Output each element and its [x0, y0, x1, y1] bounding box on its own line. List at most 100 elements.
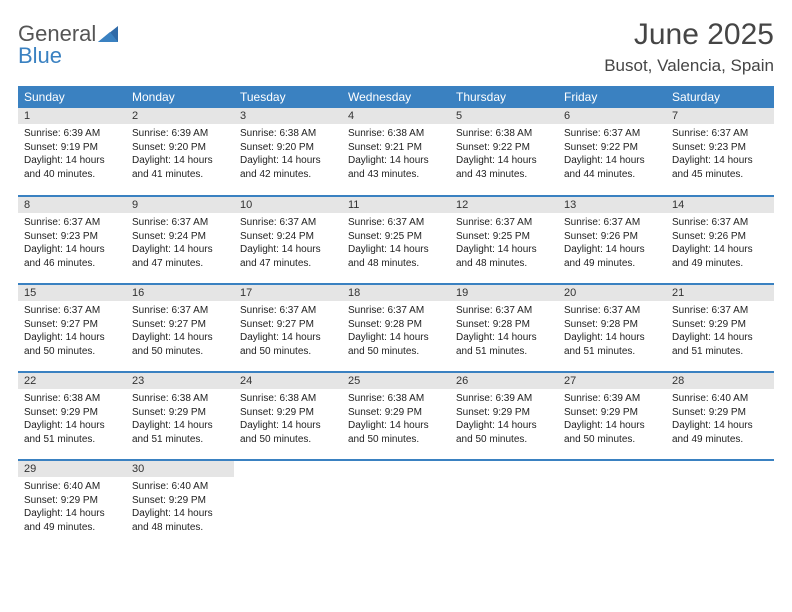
day-details: Sunrise: 6:40 AMSunset: 9:29 PMDaylight:…: [126, 477, 234, 538]
sunrise-line: Sunrise: 6:40 AM: [24, 480, 120, 494]
calendar-day-cell: [450, 460, 558, 548]
sunrise-line: Sunrise: 6:40 AM: [132, 480, 228, 494]
sunset-line: Sunset: 9:25 PM: [348, 230, 444, 244]
calendar-day-cell: [666, 460, 774, 548]
calendar-day-cell: 4Sunrise: 6:38 AMSunset: 9:21 PMDaylight…: [342, 108, 450, 196]
day-details: Sunrise: 6:37 AMSunset: 9:28 PMDaylight:…: [558, 301, 666, 362]
day-number: 20: [558, 285, 666, 301]
sunrise-line: Sunrise: 6:39 AM: [24, 127, 120, 141]
day-number: 7: [666, 108, 774, 124]
daylight-line: Daylight: 14 hours and 51 minutes.: [564, 331, 660, 358]
daylight-line: Daylight: 14 hours and 51 minutes.: [456, 331, 552, 358]
sunset-line: Sunset: 9:29 PM: [672, 318, 768, 332]
calendar-day-cell: 21Sunrise: 6:37 AMSunset: 9:29 PMDayligh…: [666, 284, 774, 372]
day-number: 14: [666, 197, 774, 213]
weekday-header: Thursday: [450, 86, 558, 108]
sunrise-line: Sunrise: 6:37 AM: [672, 127, 768, 141]
calendar-day-cell: 17Sunrise: 6:37 AMSunset: 9:27 PMDayligh…: [234, 284, 342, 372]
calendar-day-cell: 23Sunrise: 6:38 AMSunset: 9:29 PMDayligh…: [126, 372, 234, 460]
sunrise-line: Sunrise: 6:37 AM: [240, 216, 336, 230]
sunrise-line: Sunrise: 6:38 AM: [240, 127, 336, 141]
daylight-line: Daylight: 14 hours and 43 minutes.: [348, 154, 444, 181]
daylight-line: Daylight: 14 hours and 49 minutes.: [24, 507, 120, 534]
calendar-day-cell: 19Sunrise: 6:37 AMSunset: 9:28 PMDayligh…: [450, 284, 558, 372]
sunset-line: Sunset: 9:29 PM: [456, 406, 552, 420]
calendar-day-cell: 11 Sunrise: 6:37 AMSunset: 9:25 PMDayligh…: [342, 196, 450, 284]
sunset-line: Sunset: 9:23 PM: [672, 141, 768, 155]
calendar-week-row: 8Sunrise: 6:37 AMSunset: 9:23 PMDaylight…: [18, 196, 774, 284]
sunrise-line: Sunrise: 6:37 AM: [24, 304, 120, 318]
sunrise-line: Sunrise: 6:39 AM: [456, 392, 552, 406]
day-number: 11: [342, 197, 450, 213]
day-details: Sunrise: 6:39 AMSunset: 9:29 PMDaylight:…: [450, 389, 558, 450]
sunrise-line: Sunrise: 6:37 AM: [132, 304, 228, 318]
calendar-day-cell: [342, 460, 450, 548]
day-number: 16: [126, 285, 234, 301]
day-details: Sunrise: 6:40 AMSunset: 9:29 PMDaylight:…: [666, 389, 774, 450]
day-number: 22: [18, 373, 126, 389]
logo-text-blue: Blue: [18, 43, 62, 68]
daylight-line: Daylight: 14 hours and 49 minutes.: [564, 243, 660, 270]
day-number: 6: [558, 108, 666, 124]
day-number: 23: [126, 373, 234, 389]
daylight-line: Daylight: 14 hours and 43 minutes.: [456, 154, 552, 181]
sunset-line: Sunset: 9:22 PM: [564, 141, 660, 155]
title-block: June 2025 Busot, Valencia, Spain: [604, 18, 774, 76]
sunrise-line: Sunrise: 6:37 AM: [456, 304, 552, 318]
sunset-line: Sunset: 9:27 PM: [240, 318, 336, 332]
sunset-line: Sunset: 9:21 PM: [348, 141, 444, 155]
sunrise-line: Sunrise: 6:39 AM: [132, 127, 228, 141]
daylight-line: Daylight: 14 hours and 45 minutes.: [672, 154, 768, 181]
day-number: 19: [450, 285, 558, 301]
daylight-line: Daylight: 14 hours and 50 minutes.: [132, 331, 228, 358]
sunset-line: Sunset: 9:29 PM: [132, 406, 228, 420]
calendar-day-cell: 6Sunrise: 6:37 AMSunset: 9:22 PMDaylight…: [558, 108, 666, 196]
sunrise-line: Sunrise: 6:38 AM: [348, 392, 444, 406]
day-number: 9: [126, 197, 234, 213]
sunset-line: Sunset: 9:26 PM: [672, 230, 768, 244]
sunset-line: Sunset: 9:28 PM: [348, 318, 444, 332]
day-number: 30: [126, 461, 234, 477]
daylight-line: Daylight: 14 hours and 49 minutes.: [672, 243, 768, 270]
day-details: Sunrise: 6:37 AMSunset: 9:22 PMDaylight:…: [558, 124, 666, 185]
calendar-week-row: 1Sunrise: 6:39 AMSunset: 9:19 PMDaylight…: [18, 108, 774, 196]
sunset-line: Sunset: 9:27 PM: [24, 318, 120, 332]
sunrise-line: Sunrise: 6:37 AM: [564, 304, 660, 318]
day-number: 1: [18, 108, 126, 124]
daylight-line: Daylight: 14 hours and 48 minutes.: [348, 243, 444, 270]
calendar-day-cell: 22Sunrise: 6:38 AMSunset: 9:29 PMDayligh…: [18, 372, 126, 460]
day-number: 13: [558, 197, 666, 213]
calendar-day-cell: [558, 460, 666, 548]
sunset-line: Sunset: 9:19 PM: [24, 141, 120, 155]
daylight-line: Daylight: 14 hours and 50 minutes.: [348, 419, 444, 446]
day-details: Sunrise: 6:38 AMSunset: 9:22 PMDaylight:…: [450, 124, 558, 185]
calendar-day-cell: 14Sunrise: 6:37 AMSunset: 9:26 PMDayligh…: [666, 196, 774, 284]
sunset-line: Sunset: 9:29 PM: [24, 406, 120, 420]
calendar-day-cell: 26Sunrise: 6:39 AMSunset: 9:29 PMDayligh…: [450, 372, 558, 460]
calendar-day-cell: [234, 460, 342, 548]
day-details: Sunrise: 6:38 AMSunset: 9:29 PMDaylight:…: [342, 389, 450, 450]
day-number: 5: [450, 108, 558, 124]
sunrise-line: Sunrise: 6:37 AM: [348, 304, 444, 318]
calendar-day-cell: 3Sunrise: 6:38 AMSunset: 9:20 PMDaylight…: [234, 108, 342, 196]
sunrise-line: Sunrise: 6:40 AM: [672, 392, 768, 406]
day-details: Sunrise: 6:37 AMSunset: 9:29 PMDaylight:…: [666, 301, 774, 362]
day-details: Sunrise: 6:37 AMSunset: 9:26 PMDaylight:…: [666, 213, 774, 274]
calendar-day-cell: 12Sunrise: 6:37 AMSunset: 9:25 PMDayligh…: [450, 196, 558, 284]
calendar-day-cell: 24Sunrise: 6:38 AMSunset: 9:29 PMDayligh…: [234, 372, 342, 460]
sunrise-line: Sunrise: 6:37 AM: [348, 216, 444, 230]
day-number: 10: [234, 197, 342, 213]
day-number: 28: [666, 373, 774, 389]
day-number: 3: [234, 108, 342, 124]
day-number: 21: [666, 285, 774, 301]
day-details: Sunrise: 6:37 AMSunset: 9:27 PMDaylight:…: [234, 301, 342, 362]
day-details: Sunrise: 6:37 AMSunset: 9:28 PMDaylight:…: [342, 301, 450, 362]
day-details: Sunrise: 6:37 AMSunset: 9:23 PMDaylight:…: [18, 213, 126, 274]
day-number: 24: [234, 373, 342, 389]
day-details: Sunrise: 6:37 AMSunset: 9:26 PMDaylight:…: [558, 213, 666, 274]
weekday-header: Saturday: [666, 86, 774, 108]
calendar-day-cell: 18Sunrise: 6:37 AMSunset: 9:28 PMDayligh…: [342, 284, 450, 372]
sunrise-line: Sunrise: 6:38 AM: [240, 392, 336, 406]
daylight-line: Daylight: 14 hours and 50 minutes.: [456, 419, 552, 446]
sunrise-line: Sunrise: 6:39 AM: [564, 392, 660, 406]
